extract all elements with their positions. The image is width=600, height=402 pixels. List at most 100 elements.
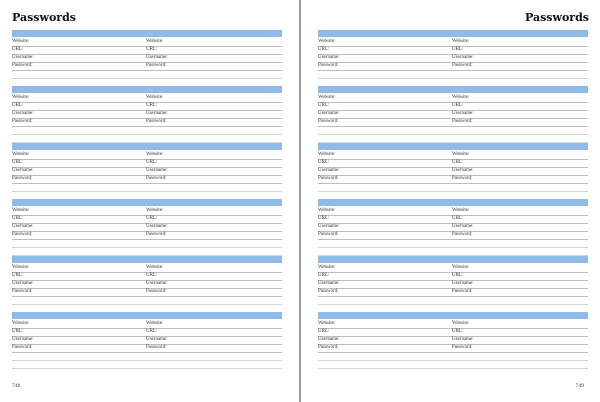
- entry-row[interactable]: URL: URL:: [318, 328, 588, 337]
- entry-row[interactable]: URL: URL:: [12, 159, 282, 168]
- blank-line: [318, 368, 588, 369]
- field-label: Password:: [12, 288, 33, 294]
- entry-header-bar: [12, 86, 282, 94]
- entry-row[interactable]: Password: Password:: [12, 62, 282, 71]
- entry-row[interactable]: URL: URL:: [12, 46, 282, 55]
- entry-header-bar: [12, 255, 282, 263]
- entry-row[interactable]: Website: Website:: [12, 207, 282, 217]
- entry-row[interactable]: Website: Website:: [12, 38, 282, 47]
- entry-row[interactable]: Website: Website:: [318, 264, 588, 273]
- field-label: Website:: [452, 264, 470, 270]
- entry-header-bar: [318, 30, 588, 37]
- blank-line: [12, 360, 282, 361]
- entry-row[interactable]: Password: Password:: [318, 288, 588, 297]
- entry-row[interactable]: Website: Website:: [12, 320, 282, 329]
- field-label: URL:: [318, 272, 330, 278]
- entry-header-bar: [12, 30, 282, 37]
- entry-row[interactable]: Password: Password:: [318, 118, 588, 128]
- field-label: Website:: [318, 208, 336, 214]
- field-label: URL:: [452, 47, 464, 52]
- entry-row[interactable]: Website: Website:: [12, 94, 282, 104]
- entry-row[interactable]: URL: URL:: [318, 159, 588, 168]
- entry-row[interactable]: Password: Password:: [318, 231, 588, 241]
- entry-row[interactable]: URL: URL:: [12, 215, 282, 225]
- field-label: URL:: [318, 103, 330, 109]
- entry-row[interactable]: Website: Website:: [12, 264, 282, 273]
- entry-row[interactable]: Username: Username:: [12, 280, 282, 289]
- entry-header-bar: [12, 199, 282, 207]
- field-label: Website:: [146, 208, 164, 214]
- entry-row[interactable]: Username: Username:: [12, 223, 282, 233]
- entry-row[interactable]: Website: Website:: [318, 207, 588, 217]
- page-number: 749: [575, 383, 584, 389]
- entry-row[interactable]: Website: Website:: [318, 151, 588, 160]
- entry-row[interactable]: Username: Username:: [318, 223, 588, 233]
- entry-row[interactable]: Username: Username:: [12, 110, 282, 120]
- field-label: Password:: [452, 232, 473, 238]
- password-entry: Website: Website: URL: URL: Username: Usernam…: [318, 30, 588, 87]
- entry-row[interactable]: Username: Username:: [12, 336, 282, 345]
- field-label: Username:: [452, 167, 474, 173]
- password-entry: Website: Website: URL: URL: Username: Usernam…: [12, 199, 282, 257]
- field-label: URL:: [318, 216, 330, 222]
- field-label: Username:: [12, 55, 34, 60]
- field-label: URL:: [146, 216, 158, 222]
- entry-row[interactable]: URL: URL:: [318, 215, 588, 225]
- field-label: Username:: [318, 167, 340, 173]
- field-label: Password:: [146, 119, 167, 125]
- entry-row[interactable]: Password: Password:: [12, 118, 282, 128]
- entry-row[interactable]: Password: Password:: [12, 344, 282, 353]
- field-label: Username:: [452, 280, 474, 286]
- entry-row[interactable]: URL: URL:: [12, 102, 282, 112]
- entry-row[interactable]: Username: Username:: [12, 54, 282, 63]
- field-label: Username:: [318, 280, 340, 286]
- field-label: URL:: [146, 272, 158, 278]
- entry-row[interactable]: Username: Username:: [318, 167, 588, 176]
- field-label: Website:: [12, 208, 30, 214]
- field-label: Username:: [12, 224, 34, 230]
- entry-row[interactable]: Website: Website:: [318, 38, 588, 47]
- entry-row[interactable]: Username: Username:: [318, 336, 588, 345]
- blank-line: [12, 78, 282, 79]
- blank-line: [12, 190, 282, 192]
- entry-row[interactable]: URL: URL:: [12, 328, 282, 337]
- password-entry: Website: Website: URL: URL: Username: Usernam…: [12, 312, 282, 369]
- field-label: URL:: [452, 159, 464, 165]
- password-entry: Website: Website: URL: URL: Username: Usernam…: [318, 255, 588, 313]
- entry-row[interactable]: URL: URL:: [318, 272, 588, 281]
- entry-row[interactable]: Password: Password:: [12, 231, 282, 241]
- field-label: Website:: [318, 151, 336, 157]
- entry-row[interactable]: Password: Password:: [12, 175, 282, 184]
- field-label: URL:: [318, 159, 330, 165]
- blank-line: [318, 190, 588, 192]
- field-label: URL:: [12, 47, 24, 52]
- field-label: Website:: [452, 95, 470, 101]
- entry-row[interactable]: Password: Password:: [318, 344, 588, 353]
- entry-row[interactable]: Password: Password:: [318, 62, 588, 71]
- field-label: URL:: [146, 159, 158, 165]
- field-label: Username:: [452, 224, 474, 230]
- entry-header-bar: [318, 255, 588, 263]
- field-label: Password:: [452, 63, 473, 68]
- field-label: Username:: [146, 280, 168, 286]
- blank-line: [318, 360, 588, 361]
- field-label: URL:: [146, 47, 158, 52]
- field-label: Password:: [452, 345, 473, 350]
- entry-row[interactable]: Password: Password:: [12, 288, 282, 297]
- entry-row[interactable]: Username: Username:: [318, 54, 588, 63]
- field-label: Website:: [318, 321, 336, 326]
- entry-row[interactable]: URL: URL:: [318, 102, 588, 112]
- entry-row[interactable]: Username: Username:: [318, 110, 588, 120]
- entry-row[interactable]: Username: Username:: [12, 167, 282, 176]
- entry-row[interactable]: Password: Password:: [318, 175, 588, 184]
- entry-row[interactable]: Website: Website:: [12, 151, 282, 160]
- entry-row[interactable]: Username: Username:: [318, 280, 588, 289]
- entry-header-bar: [318, 142, 588, 150]
- entry-row[interactable]: URL: URL:: [318, 46, 588, 55]
- entry-row[interactable]: Website: Website:: [318, 320, 588, 329]
- field-label: URL:: [12, 272, 24, 278]
- field-label: Password:: [12, 175, 33, 181]
- field-label: Website:: [318, 264, 336, 270]
- entry-row[interactable]: Website: Website:: [318, 94, 588, 104]
- entry-row[interactable]: URL: URL:: [12, 272, 282, 281]
